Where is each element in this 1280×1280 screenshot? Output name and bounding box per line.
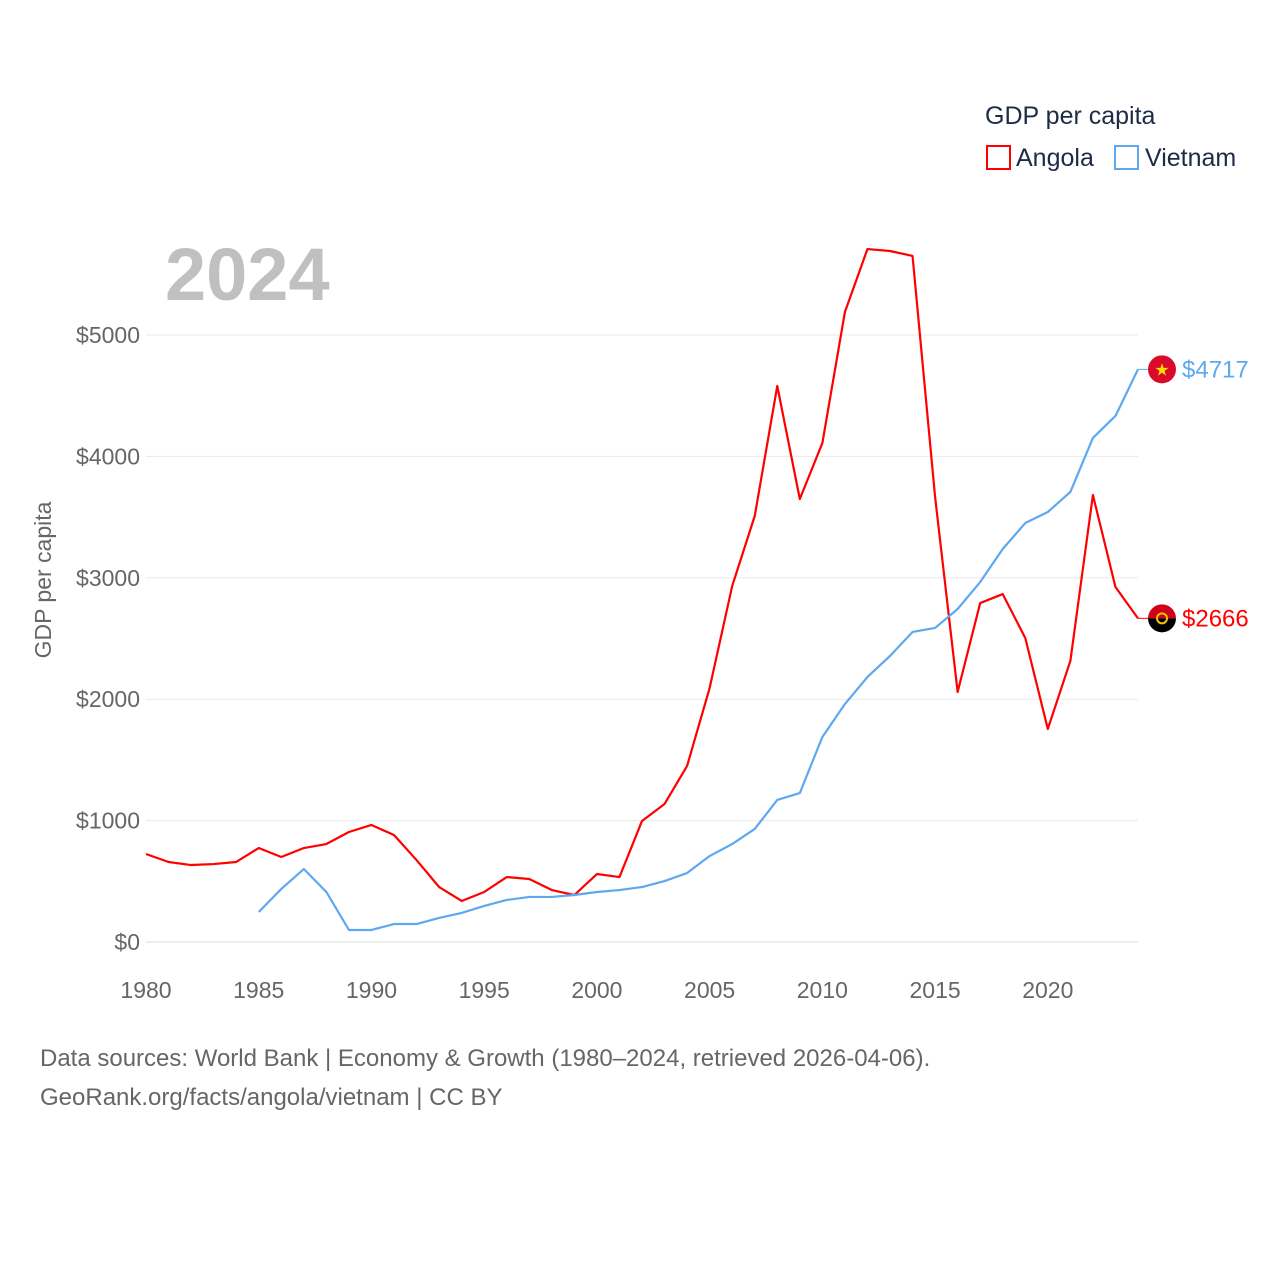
legend-title: GDP per capita xyxy=(985,102,1156,130)
legend: GDP per capita Angola Vietnam xyxy=(985,102,1236,172)
x-tick-label: 1990 xyxy=(346,977,397,1003)
y-tick-label: $0 xyxy=(114,929,140,955)
series-line-angola xyxy=(145,247,1139,903)
y-tick-label: $3000 xyxy=(76,565,140,591)
legend-swatch-angola xyxy=(986,145,1011,170)
gridlines xyxy=(146,334,1138,943)
series-line-vietnam xyxy=(257,368,1139,932)
series-lines xyxy=(145,247,1139,932)
x-tick-label: 2015 xyxy=(910,977,961,1003)
y-tick-label: $5000 xyxy=(76,322,140,348)
x-tick-label: 2020 xyxy=(1022,977,1073,1003)
flag-top xyxy=(1148,604,1176,619)
x-tick-label: 1980 xyxy=(120,977,171,1003)
emblem-icon xyxy=(1156,612,1168,625)
y-tick-label: $2000 xyxy=(76,686,140,712)
x-tick-label: 1995 xyxy=(459,977,510,1003)
flag-background xyxy=(1148,355,1176,384)
x-tick-label: 2005 xyxy=(684,977,735,1003)
legend-label-angola[interactable]: Angola xyxy=(1016,144,1094,172)
angola-flag-icon xyxy=(1148,604,1176,633)
source-link[interactable]: GeoRank.org/facts/angola/vietnam | CC BY xyxy=(40,1084,503,1111)
legend-swatch-vietnam xyxy=(1114,145,1139,170)
y-axis: $0 $1000 $2000 $3000 $4000 $5000 xyxy=(76,322,140,955)
y-axis-label: GDP per capita xyxy=(30,501,56,658)
x-tick-label: 2000 xyxy=(571,977,622,1003)
year-label: 2024 xyxy=(165,233,330,316)
vietnam-flag-icon: ★ xyxy=(1148,355,1176,384)
source-note: Data sources: World Bank | Economy & Gro… xyxy=(40,1045,931,1072)
end-labels: $2666 ★ $4717 xyxy=(1138,355,1249,633)
x-tick-label: 1985 xyxy=(233,977,284,1003)
y-tick-label: $4000 xyxy=(76,443,140,469)
x-axis: 1980 1985 1990 1995 2000 2005 2010 2015 2020 xyxy=(120,977,1073,1003)
flag-bottom xyxy=(1148,618,1176,633)
x-tick-label: 2010 xyxy=(797,977,848,1003)
end-value-label: $2666 xyxy=(1182,605,1249,632)
y-tick-label: $1000 xyxy=(76,808,140,834)
legend-label-vietnam[interactable]: Vietnam xyxy=(1145,144,1236,172)
star-icon: ★ xyxy=(1154,360,1169,379)
end-value-label: $4717 xyxy=(1182,356,1249,383)
